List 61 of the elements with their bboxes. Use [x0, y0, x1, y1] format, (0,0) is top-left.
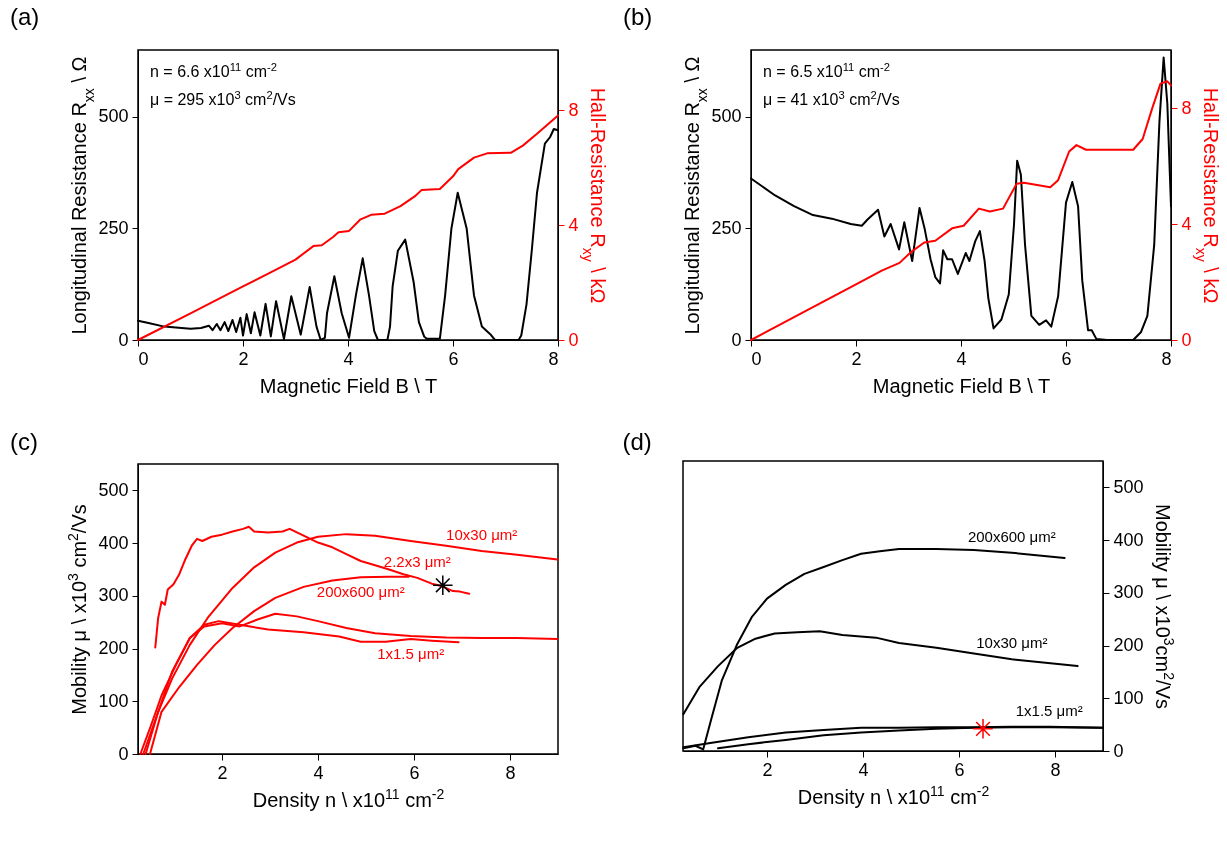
- x-tick-label: 8: [548, 348, 559, 369]
- series-label: 1x1.5 μm²: [377, 645, 445, 663]
- chart-title: (b): [622, 2, 653, 30]
- y-tick-label: 0: [118, 743, 129, 764]
- y-tick-label: 0: [118, 329, 129, 350]
- y2-tick-label: 400: [1113, 529, 1144, 550]
- annotation: n = 6.5 x10$^{11}$ cm$^{-2}$: [763, 61, 890, 80]
- y2-tick-label: 100: [1113, 687, 1144, 708]
- y-tick-label: 500: [98, 106, 129, 127]
- series-label: 200x600 μm²: [967, 527, 1056, 545]
- y2-tick-label: 0: [568, 329, 579, 350]
- y-tick-label: 500: [98, 479, 129, 500]
- y-tick-label: 0: [731, 329, 742, 350]
- y-tick-label: 500: [711, 106, 742, 127]
- y-tick-label: 250: [711, 217, 742, 238]
- y2-tick-label: 4: [568, 214, 579, 235]
- x-tick-label: 6: [448, 348, 459, 369]
- y2-tick-label: 0: [1181, 329, 1192, 350]
- y-tick-label: 100: [98, 690, 129, 711]
- chart-title: (d): [622, 428, 652, 456]
- x-tick-label: 8: [1050, 759, 1061, 780]
- y2-tick-label: 8: [568, 99, 579, 120]
- x-tick-label: 4: [343, 348, 354, 369]
- x-tick-label: 2: [762, 759, 773, 780]
- chart-title: (c): [9, 428, 38, 456]
- series-label: 200x600 μm²: [316, 583, 405, 601]
- annotation: n = 6.6 x10$^{11}$ cm$^{-2}$: [150, 61, 277, 80]
- series-label: 10x30 μm²: [446, 526, 518, 543]
- x-tick-label: 4: [956, 348, 967, 369]
- annotation: μ = 41 x10$^{3}$ cm$^{2}$/Vs: [763, 89, 900, 108]
- x-axis-title: Magnetic Field B \ T: [259, 374, 438, 397]
- series-label: 1x1.5 μm²: [1015, 701, 1083, 719]
- x-tick-label: 2: [217, 762, 228, 783]
- annotation: μ = 295 x10$^{3}$ cm$^{2}$/Vs: [150, 89, 296, 108]
- x-tick-label: 4: [313, 762, 324, 783]
- y2-tick-label: 200: [1113, 635, 1144, 656]
- y-tick-label: 400: [98, 532, 129, 553]
- x-tick-label: 4: [858, 759, 869, 780]
- x-tick-label: 0: [138, 348, 149, 369]
- y2-tick-label: 4: [1181, 213, 1192, 234]
- y-tick-label: 300: [98, 585, 129, 606]
- x-axis-title: Density n \ x10$^{11}$ cm$^{-2}$: [797, 782, 990, 808]
- x-tick-label: 6: [954, 759, 965, 780]
- x-tick-label: 6: [409, 762, 420, 783]
- y-tick-label: 200: [98, 638, 129, 659]
- y2-tick-label: 0: [1113, 740, 1124, 761]
- x-tick-label: 6: [1061, 348, 1072, 369]
- x-tick-label: 8: [505, 762, 516, 783]
- x-tick-label: 2: [851, 348, 862, 369]
- y2-tick-label: 300: [1113, 582, 1144, 603]
- x-axis-title: Magnetic Field B \ T: [872, 374, 1051, 397]
- x-tick-label: 2: [238, 348, 249, 369]
- y2-tick-label: 8: [1181, 97, 1192, 118]
- x-axis-title: Density n \ x10$^{11}$ cm$^{-2}$: [252, 785, 445, 811]
- x-tick-label: 0: [751, 348, 762, 369]
- y-tick-label: 250: [98, 217, 129, 238]
- series-label: 2.2x3 μm²: [383, 552, 451, 570]
- chart-title: (a): [9, 2, 40, 30]
- y2-tick-label: 500: [1113, 476, 1144, 497]
- series-label: 10x30 μm²: [976, 634, 1048, 652]
- x-tick-label: 8: [1161, 348, 1172, 369]
